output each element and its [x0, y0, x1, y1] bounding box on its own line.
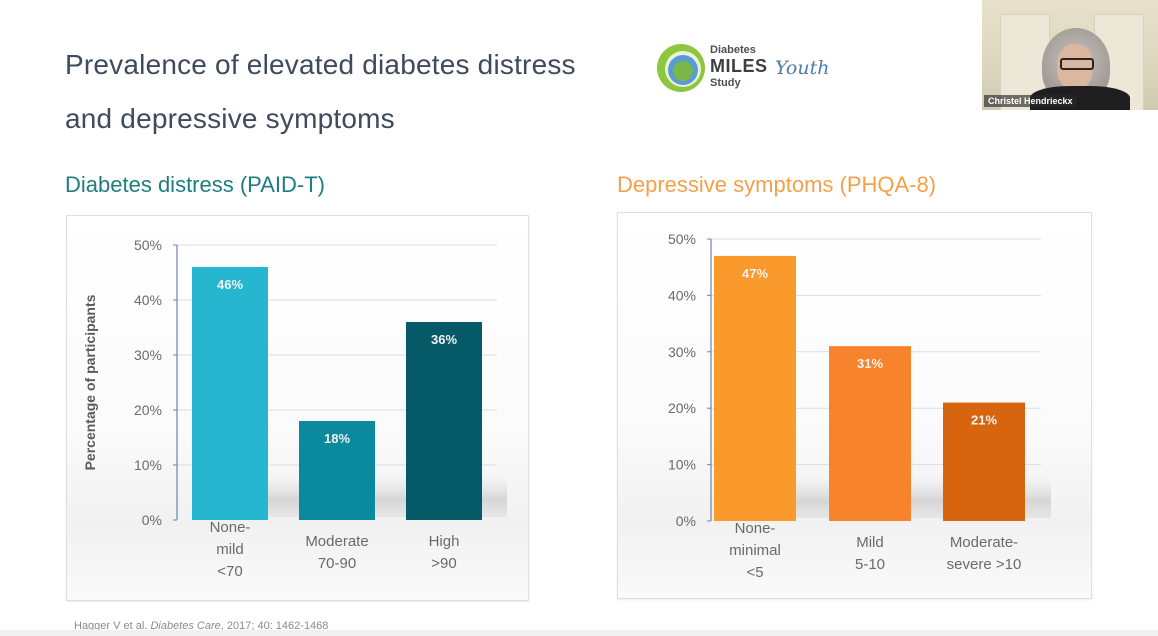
y-tick-label: 50% [134, 237, 162, 253]
data-label: 36% [431, 332, 457, 347]
bar [714, 255, 796, 522]
concentric-circles-logo-icon [657, 44, 705, 92]
y-tick-label: 0% [676, 513, 696, 529]
chart-title-diabetes-distress: Diabetes distress (PAID-T) [65, 172, 325, 197]
y-tick-label: 0% [142, 512, 162, 528]
y-tick-label: 40% [668, 287, 696, 303]
category-label: severe >10 [947, 556, 1022, 573]
y-tick-label: 30% [134, 347, 162, 363]
category-label: minimal [729, 542, 781, 559]
category-label: <5 [746, 564, 763, 581]
bottom-bar [0, 630, 1158, 636]
logo-text-miles: MILES [710, 56, 768, 76]
category-label: Mild [856, 534, 884, 551]
citation-journal: Diabetes Care [150, 620, 221, 632]
category-label: None- [210, 519, 251, 536]
participant-name-tag: Christel Hendrieckx [984, 95, 1077, 107]
logo-text-youth: Youth [775, 57, 830, 79]
citation-authors: Hagger V et al. [74, 620, 151, 632]
category-label: Moderate- [950, 534, 1018, 551]
category-label: 70-90 [318, 555, 356, 572]
y-tick-label: 50% [668, 231, 696, 247]
category-label: None- [735, 520, 776, 537]
slide-title-line-2: and depressive symptoms [65, 103, 395, 134]
data-label: 18% [324, 431, 350, 446]
data-label: 21% [971, 413, 997, 428]
participant-face [1057, 44, 1093, 90]
slide-title: Prevalence of elevated diabetes distress… [65, 38, 635, 146]
category-label: 5-10 [855, 556, 885, 573]
citation-details: , 2017; 40: 1462-1468 [220, 620, 329, 632]
category-label: High [429, 533, 460, 550]
participant-glasses [1060, 58, 1094, 70]
y-tick-label: 20% [668, 400, 696, 416]
miles-youth-logo: Diabetes MILES Youth Study [656, 40, 846, 96]
category-label: Moderate [305, 533, 368, 550]
citation: Hagger V et al. Diabetes Care, 2017; 40:… [74, 620, 328, 632]
category-label: >90 [431, 555, 456, 572]
chart-svg-depressive-symptoms: 0% 10% 20% 30% 40% 50% 47% None-minimal <5 31% Mil… [668, 231, 1051, 581]
y-tick-label: 30% [668, 344, 696, 360]
logo-text-study: Study [710, 77, 741, 89]
chart-depressive-symptoms: 0% 10% 20% 30% 40% 50% 47% None-minimal <5 31% Mil… [617, 212, 1092, 599]
bar [299, 421, 375, 520]
chart-title-depressive-symptoms: Depressive symptoms (PHQA-8) [617, 172, 937, 197]
data-label: 46% [217, 277, 243, 292]
data-label: 31% [857, 356, 883, 371]
y-tick-label: 20% [134, 402, 162, 418]
bar [943, 402, 1025, 521]
logo-text-diabetes: Diabetes [710, 44, 756, 56]
chart-diabetes-distress: 0% 10% 20% 30% 40% 50% Percentage of participa… [66, 215, 529, 601]
category-label: <70 [217, 563, 242, 580]
y-tick-label: 10% [134, 457, 162, 473]
slide-title-line-1: Prevalence of elevated diabetes distress [65, 49, 576, 80]
video-thumbnail[interactable]: Christel Hendrieckx [982, 0, 1158, 110]
y-axis-label: Percentage of participants [82, 294, 98, 470]
y-tick-label: 10% [668, 457, 696, 473]
bar [829, 346, 911, 521]
data-label: 47% [742, 266, 768, 281]
bar [406, 322, 482, 520]
bar [192, 267, 268, 520]
category-label: mild [216, 541, 244, 558]
y-tick-label: 40% [134, 292, 162, 308]
chart-svg-diabetes-distress: 0% 10% 20% 30% 40% 50% Percentage of participa… [82, 237, 507, 580]
